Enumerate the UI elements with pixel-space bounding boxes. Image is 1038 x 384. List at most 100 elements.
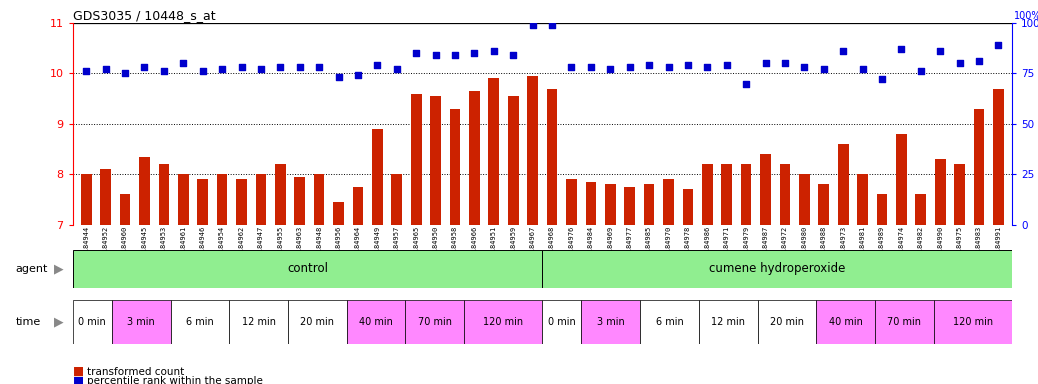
Bar [464,300,542,344]
Bar [347,300,406,344]
Text: GDS3035 / 10448_s_at: GDS3035 / 10448_s_at [73,9,215,22]
Bar [431,96,441,225]
Text: ■: ■ [73,365,84,378]
Point [428,52,444,58]
Point [466,50,483,56]
Bar [916,194,926,225]
Bar [566,179,577,225]
Point [776,60,793,66]
Point [816,66,832,73]
Text: 20 min: 20 min [770,316,804,327]
Point [796,65,813,71]
Point [388,66,405,73]
Point [893,46,909,52]
Bar [663,179,674,225]
Bar [119,194,131,225]
Point [602,66,619,73]
Text: 0 min: 0 min [78,316,106,327]
Text: time: time [16,316,40,327]
Point [504,52,521,58]
Bar [934,300,1012,344]
Point [544,22,561,28]
Point [622,65,638,71]
Point [370,62,386,68]
Bar [758,300,816,344]
Bar [954,164,965,225]
Bar [547,89,557,225]
Point [408,50,425,56]
Bar [799,174,810,225]
Text: ■: ■ [73,374,84,384]
Bar [411,94,421,225]
Text: 100%: 100% [1014,11,1038,21]
Text: 0 min: 0 min [548,316,576,327]
Point [640,62,657,68]
Point [874,76,891,83]
Bar [295,177,305,225]
Bar [993,89,1004,225]
Point [680,62,696,68]
Text: 12 min: 12 min [711,316,745,327]
Bar [857,174,868,225]
Point [252,66,269,73]
Bar [818,184,829,225]
Bar [229,300,288,344]
Point [116,70,133,76]
Bar [101,169,111,225]
Bar [372,129,383,225]
Bar [197,179,208,225]
Bar [581,300,640,344]
Point [718,62,735,68]
Bar [469,91,480,225]
Bar [625,187,635,225]
Point [194,68,211,74]
Bar [877,194,887,225]
Bar [73,250,542,288]
Bar [159,164,169,225]
Text: 6 min: 6 min [186,316,214,327]
Point [446,52,463,58]
Text: transformed count: transformed count [87,367,185,377]
Bar [816,300,875,344]
Point [330,74,347,81]
Bar [699,300,758,344]
Text: 70 min: 70 min [417,316,452,327]
Bar [760,154,771,225]
Bar [353,187,363,225]
Point [660,65,677,71]
Point [835,48,851,55]
Point [214,66,230,73]
Bar [640,300,699,344]
Bar [585,182,596,225]
Point [758,60,774,66]
Point [486,48,502,55]
Bar [527,76,538,225]
Text: 40 min: 40 min [828,316,863,327]
Text: 40 min: 40 min [359,316,393,327]
Bar [721,164,732,225]
Point [952,60,968,66]
Bar [449,109,460,225]
Bar [935,159,946,225]
Bar [974,109,984,225]
Text: percentile rank within the sample: percentile rank within the sample [87,376,263,384]
Point [175,60,192,66]
Bar [838,144,848,225]
Text: cumene hydroperoxide: cumene hydroperoxide [709,262,845,275]
Point [971,58,987,65]
Bar [177,174,189,225]
Bar [139,157,149,225]
Bar [391,174,402,225]
Text: 70 min: 70 min [887,316,922,327]
Bar [702,164,713,225]
Text: 20 min: 20 min [300,316,334,327]
Text: 12 min: 12 min [242,316,275,327]
Point [990,42,1007,48]
Bar [275,164,285,225]
Point [699,65,715,71]
Point [78,68,94,74]
Bar [489,78,499,225]
Bar [406,300,464,344]
Text: 3 min: 3 min [597,316,625,327]
Bar [237,179,247,225]
